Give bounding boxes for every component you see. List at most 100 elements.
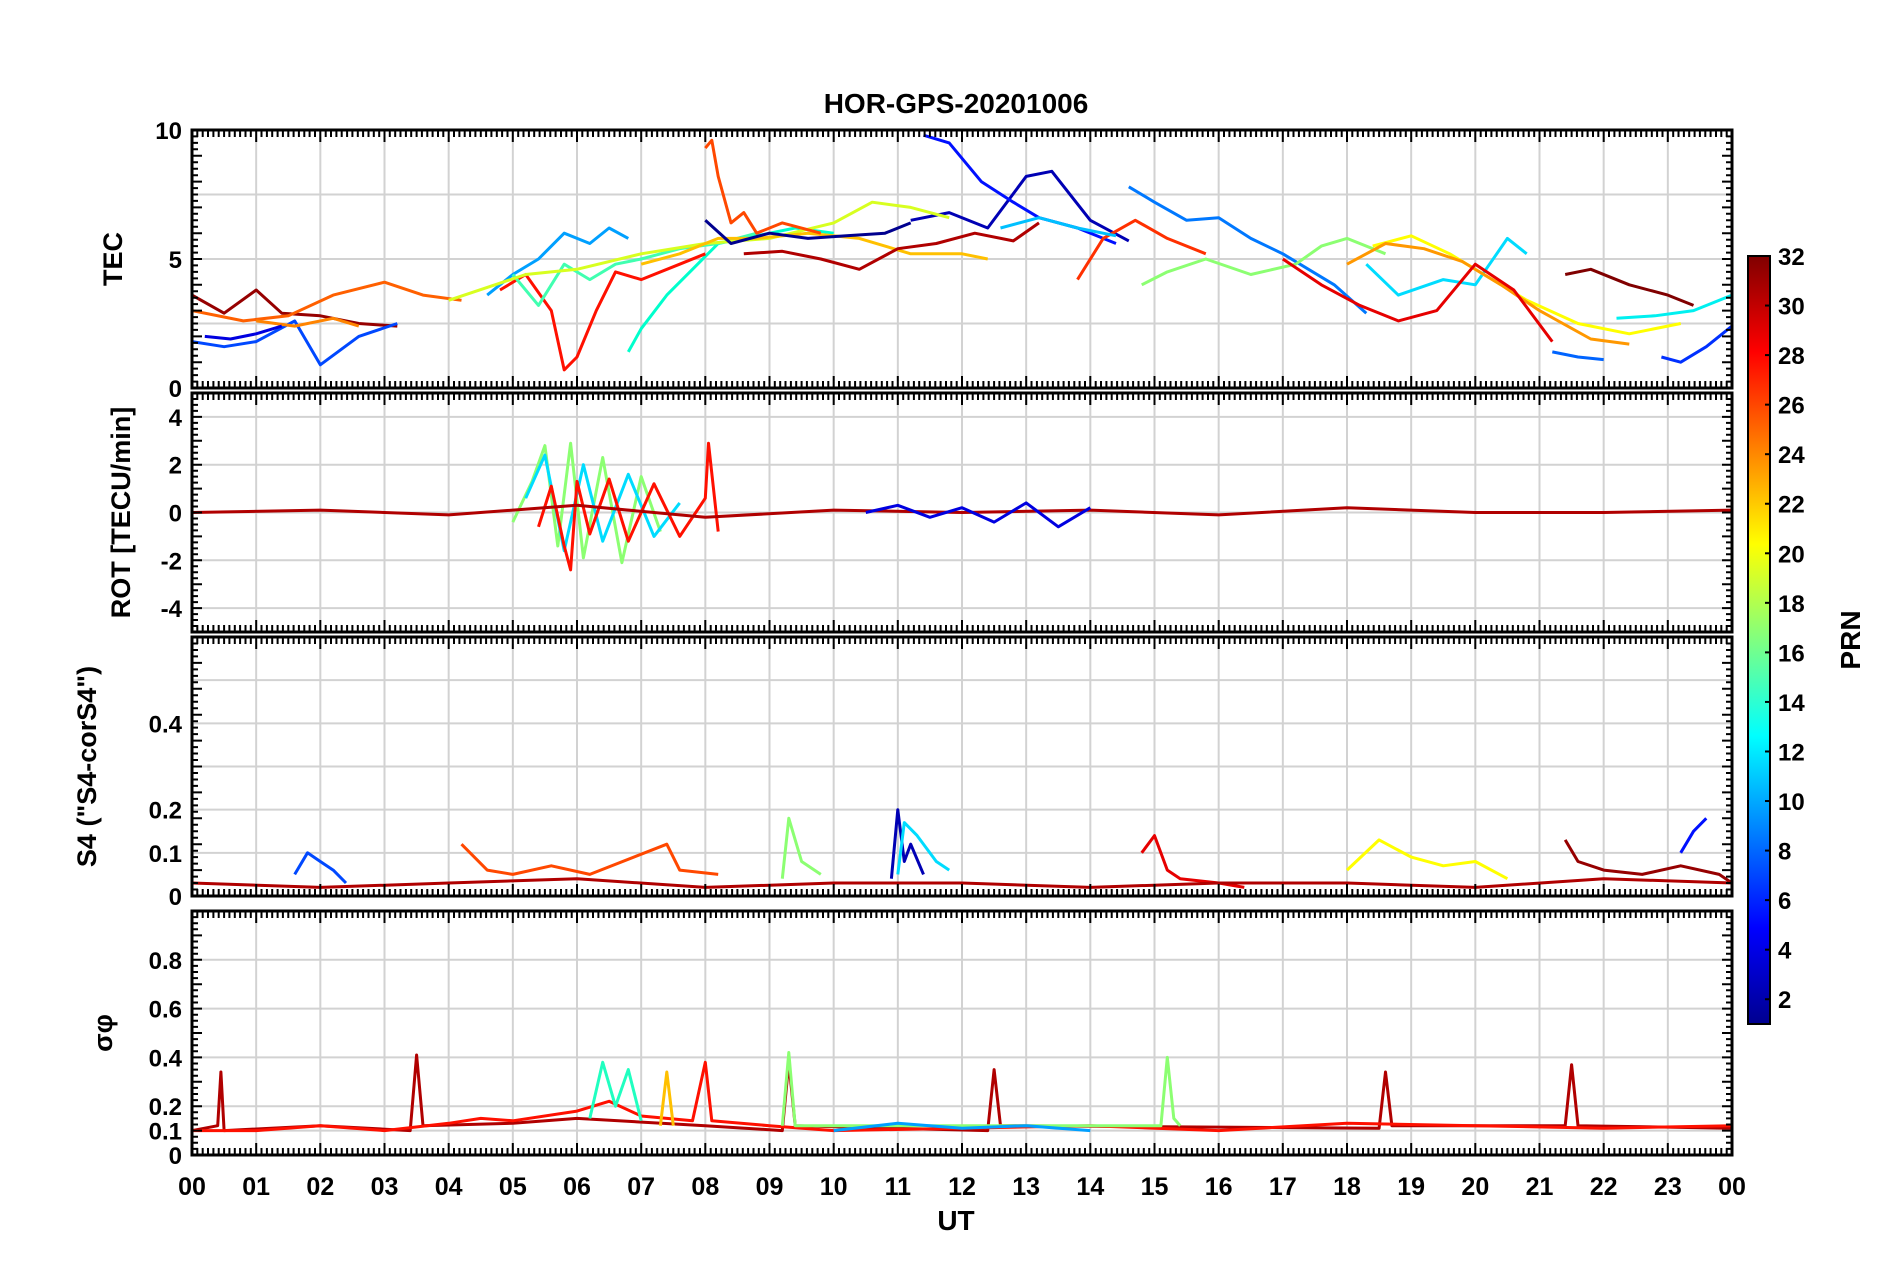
colorbar-tick-label: 18: [1778, 591, 1805, 618]
series-prn-29: [1281, 257, 1554, 343]
x-axis-label: UT: [937, 1205, 974, 1236]
x-tick-label: 10: [820, 1173, 848, 1201]
y-tick-label: 0.2: [149, 1094, 182, 1121]
series-prn-2: [889, 808, 925, 879]
y-tick-label: 0.4: [149, 1045, 183, 1072]
series-prn-1: [704, 219, 912, 245]
y-axis-label: σφ: [88, 1014, 118, 1052]
x-tick-labels: 00 01 02 03 04 05 06 07 08 09 10 11 12 13 14 15 16 17 18 19…: [178, 1173, 1746, 1201]
axis-ticks: [191, 910, 1733, 1156]
x-tick-label: 16: [1205, 1173, 1233, 1201]
x-tick-label: 14: [1076, 1173, 1104, 1201]
colorbar-tick-label: 24: [1778, 442, 1805, 469]
series-prn-10: [833, 1121, 1091, 1133]
x-tick-label: 05: [499, 1173, 527, 1201]
x-tick-label: 00: [178, 1173, 206, 1201]
colorbar-tick-label: 16: [1778, 640, 1805, 667]
series-prn-3: [204, 324, 283, 341]
x-tick-label: 07: [627, 1173, 655, 1201]
series-prn-11: [1000, 216, 1117, 238]
y-tick-labels: 0 0.1 0.2 0.4: [149, 711, 183, 911]
colorbar-tick-label: 12: [1778, 739, 1805, 766]
tick-marks: [191, 910, 1733, 1156]
y-tick-label: 0.1: [149, 1119, 182, 1146]
tick-marks: [191, 392, 1733, 633]
panel-sigma-phi: 00.10.2 0.4 0.6 0.8 σφ: [88, 909, 1734, 1170]
colorbar-tick-label: 26: [1778, 393, 1805, 420]
series-prn-17: [780, 1051, 1182, 1128]
x-tick-label: 21: [1526, 1173, 1554, 1201]
series-group: [192, 1051, 1732, 1133]
panel-rot: -4 -2 0 2 4 ROT [TECU/min]: [106, 391, 1734, 634]
series-prn-28: [537, 441, 720, 572]
y-tick-label: 0.6: [149, 997, 182, 1024]
colorbar-tick-label: 6: [1778, 888, 1791, 915]
y-tick-labels: 00.10.2 0.4 0.6 0.8: [149, 948, 183, 1170]
y-axis-label: S4 ("S4-corS4"): [72, 666, 102, 867]
y-tick-label: 0: [169, 376, 182, 403]
series-prn-5: [1661, 324, 1732, 364]
y-axis-label: TEC: [98, 232, 128, 286]
colorbar-tick-label: 2: [1778, 987, 1791, 1014]
series-prn-3: [865, 501, 1092, 529]
series-prn-26: [704, 138, 822, 235]
tick-marks: [191, 636, 1733, 897]
series-prn-25: [192, 280, 462, 323]
axis-ticks: [191, 392, 1733, 633]
series-prn-22: [640, 231, 988, 266]
series-prn-32: [1564, 267, 1695, 307]
series-prn-30: [192, 503, 1732, 519]
series-prn-26: [460, 842, 719, 876]
x-tick-label: 18: [1333, 1173, 1361, 1201]
series-prn-31: [1563, 839, 1732, 885]
y-tick-labels: 0 5 10: [155, 118, 182, 403]
x-tick-label: 13: [1012, 1173, 1040, 1201]
y-axis-label: ROT [TECU/min]: [106, 407, 136, 618]
colorbar-tick-label: 30: [1778, 294, 1805, 321]
series-prn-14: [626, 226, 834, 353]
series-prn-12: [896, 821, 951, 875]
y-tick-label: -4: [161, 596, 183, 623]
series-prn-4: [1679, 817, 1708, 854]
x-tick-label: 01: [242, 1173, 270, 1201]
x-tick-label: 09: [756, 1173, 784, 1201]
axis-ticks: [191, 636, 1733, 897]
series-prn-24: [255, 316, 360, 328]
series-prn-8: [1128, 185, 1368, 315]
series-prn-16: [511, 231, 758, 307]
colorbar-tick-label: 22: [1778, 492, 1805, 519]
figure-title: HOR-GPS-20201006: [824, 88, 1089, 119]
x-tick-label: 02: [306, 1173, 334, 1201]
series-prn-6: [293, 851, 348, 885]
y-tick-label: 0.8: [149, 948, 182, 975]
y-tick-label: 10: [155, 118, 182, 145]
series-prn-17: [780, 816, 822, 879]
series-prn-28: [499, 252, 706, 372]
series-prn-27: [1076, 218, 1207, 281]
x-tick-label: 11: [885, 1173, 912, 1201]
x-tick-label: 23: [1654, 1173, 1682, 1201]
axis-ticks: [191, 129, 1733, 389]
colorbar-tick-label: 4: [1778, 938, 1792, 965]
y-tick-label: 0.2: [149, 798, 182, 825]
series-prn-23: [1346, 242, 1630, 346]
colorbar-tick-label: 28: [1778, 343, 1805, 370]
colorbar-tick-label: 8: [1778, 839, 1791, 866]
series-prn-15: [588, 1060, 643, 1122]
series-prn-20: [1345, 838, 1509, 881]
y-tick-label: 0: [169, 501, 182, 528]
y-tick-label: 5: [169, 247, 182, 274]
x-tick-label: 04: [435, 1173, 463, 1201]
colorbar-scale: [1747, 255, 1771, 1025]
x-tick-label: 06: [563, 1173, 591, 1201]
x-tick-label: 12: [948, 1173, 976, 1201]
colorbar-label: PRN: [1835, 610, 1866, 669]
y-tick-label: 0.1: [149, 841, 182, 868]
panel-s4: 0 0.1 0.2 0.4 S4 ("S4-corS4"): [72, 635, 1734, 911]
x-tick-label: 08: [691, 1173, 719, 1201]
x-tick-label: 22: [1590, 1173, 1618, 1201]
series-prn-22: [658, 1070, 675, 1126]
